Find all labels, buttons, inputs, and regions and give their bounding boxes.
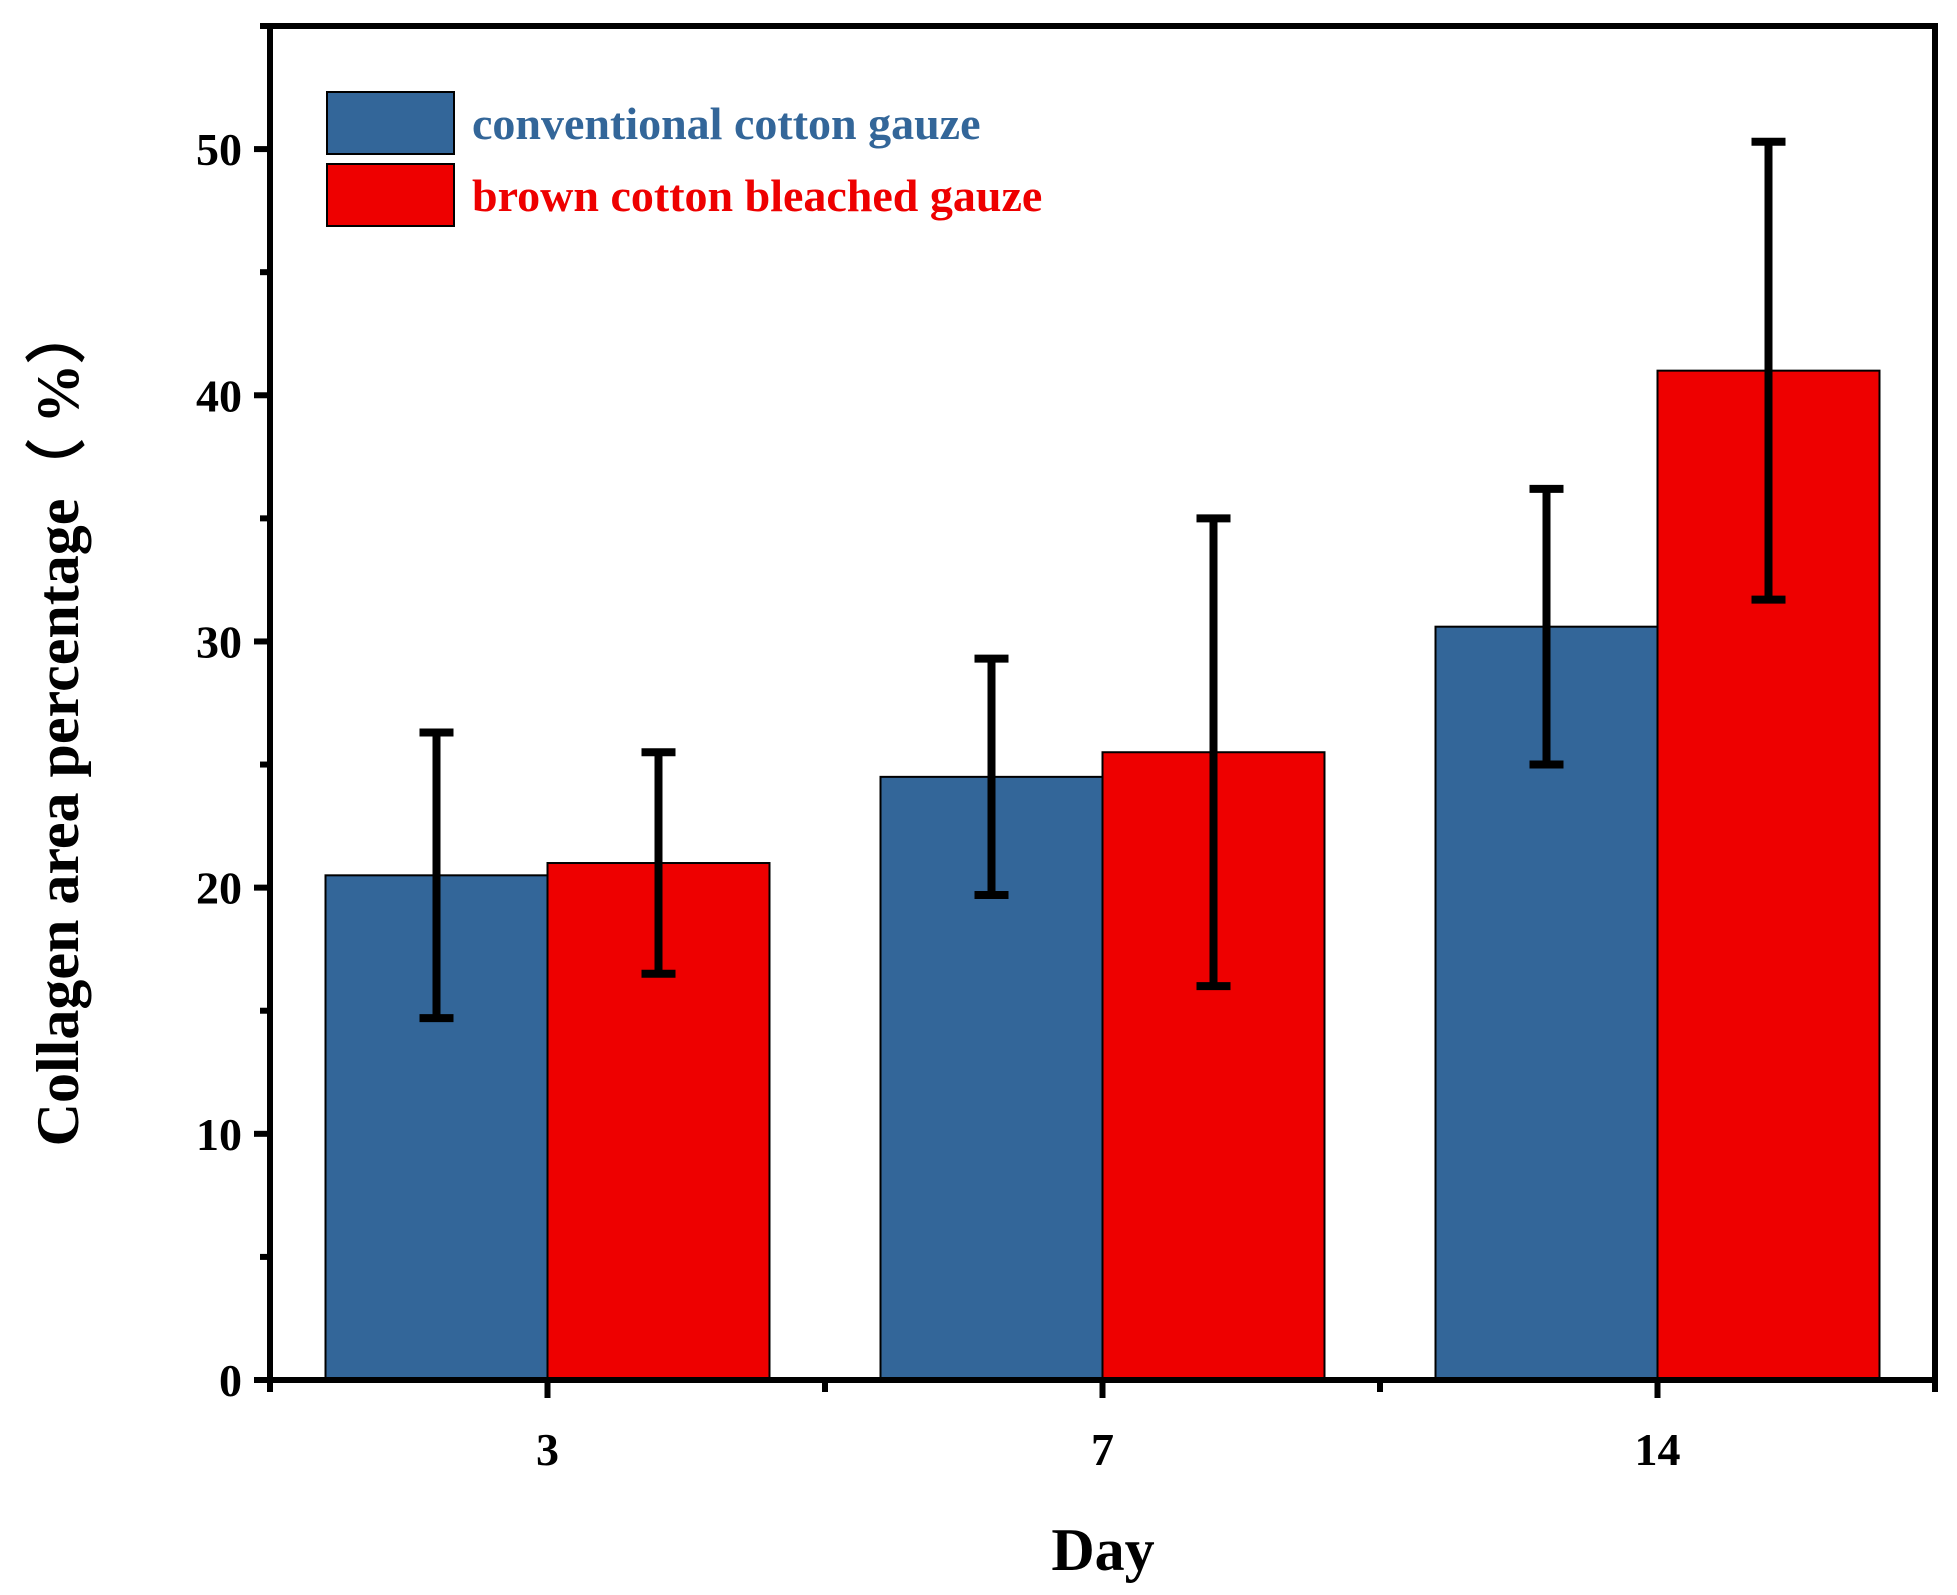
error-bar-conventional-cotton-gauze-day-3 [419, 728, 454, 1023]
y-tick-label: 10 [196, 1109, 242, 1160]
legend-label-conventional-cotton-gauze: conventional cotton gauze [472, 98, 981, 149]
error-bar-brown-cotton-bleached-gauze-day-3 [641, 748, 676, 978]
x-tick-label-7: 7 [1091, 1424, 1114, 1475]
y-axis-title: Collagen area percentage（ %） [24, 304, 91, 1147]
legend-swatch-conventional-cotton-gauze [326, 91, 455, 155]
y-tick-label: 50 [196, 124, 242, 175]
error-bar-conventional-cotton-gauze-day-7 [974, 654, 1009, 900]
y-tick-label: 20 [196, 863, 242, 914]
x-axis-title: Day [1051, 1517, 1154, 1583]
error-bar-conventional-cotton-gauze-day-14 [1529, 484, 1564, 769]
x-tick-label-3: 3 [536, 1424, 559, 1475]
x-tick-label-14: 14 [1635, 1424, 1681, 1475]
y-tick-label: 30 [196, 616, 242, 667]
legend: conventional cotton gauze brown cotton bl… [326, 91, 1042, 227]
y-tick-label: 40 [196, 370, 242, 421]
legend-label-brown-cotton-bleached-gauze: brown cotton bleached gauze [472, 170, 1042, 221]
error-bar-brown-cotton-bleached-gauze-day-7 [1196, 514, 1231, 991]
axes-layer: 0 10 20 30 40 50 3 7 14 [196, 23, 1938, 1475]
legend-swatch-brown-cotton-bleached-gauze [326, 163, 455, 227]
y-tick-label: 0 [219, 1355, 242, 1406]
error-bars-layer [419, 137, 1786, 1023]
bars-layer [324, 369, 1881, 1381]
error-bar-brown-cotton-bleached-gauze-day-14 [1751, 137, 1786, 604]
